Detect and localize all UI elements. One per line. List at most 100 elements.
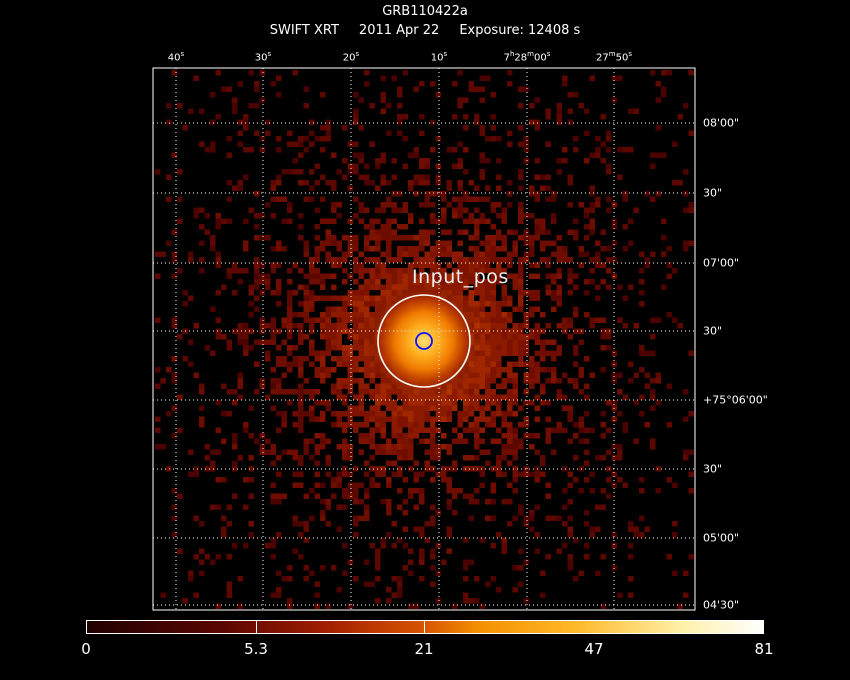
photon-pixel xyxy=(589,152,595,158)
photon-pixel xyxy=(441,471,447,477)
photon-pixel xyxy=(617,284,623,290)
photon-pixel xyxy=(529,356,535,362)
photon-pixel xyxy=(155,273,161,279)
photon-pixel xyxy=(430,81,436,87)
photon-pixel xyxy=(380,543,386,549)
photon-pixel xyxy=(364,350,370,356)
photon-pixel xyxy=(683,449,689,455)
photon-pixel xyxy=(529,273,535,279)
photon-pixel xyxy=(287,279,293,285)
photon-pixel xyxy=(496,328,502,334)
photon-pixel xyxy=(364,416,370,422)
photon-pixel xyxy=(644,257,650,263)
photon-pixel xyxy=(342,504,348,510)
photon-pixel xyxy=(320,482,326,488)
photon-pixel xyxy=(375,240,381,246)
photon-pixel xyxy=(331,240,337,246)
photon-pixel xyxy=(573,422,579,428)
photon-pixel xyxy=(666,246,672,252)
photon-pixel xyxy=(347,422,353,428)
photon-pixel xyxy=(479,323,485,329)
photon-pixel xyxy=(518,405,524,411)
photon-pixel xyxy=(529,510,535,516)
photon-pixel xyxy=(397,427,403,433)
photon-pixel xyxy=(419,554,425,560)
photon-pixel xyxy=(177,268,183,274)
photon-pixel xyxy=(485,246,491,252)
photon-pixel xyxy=(441,246,447,252)
photon-pixel xyxy=(419,438,425,444)
photon-pixel xyxy=(276,471,282,477)
photon-pixel xyxy=(210,504,216,510)
photon-pixel xyxy=(402,394,408,400)
photon-pixel xyxy=(402,136,408,142)
photon-pixel xyxy=(386,240,392,246)
photon-pixel xyxy=(204,147,210,153)
photon-pixel xyxy=(408,416,414,422)
photon-pixel xyxy=(325,455,331,461)
photon-pixel xyxy=(463,576,469,582)
photon-pixel xyxy=(463,394,469,400)
photon-pixel xyxy=(600,114,606,120)
photon-pixel xyxy=(567,482,573,488)
photon-pixel xyxy=(298,334,304,340)
photon-pixel xyxy=(534,394,540,400)
photon-pixel xyxy=(485,185,491,191)
photon-pixel xyxy=(490,394,496,400)
photon-pixel xyxy=(446,284,452,290)
photon-pixel xyxy=(485,581,491,587)
photon-pixel xyxy=(375,284,381,290)
photon-pixel xyxy=(567,565,573,571)
photon-pixel xyxy=(529,444,535,450)
photon-pixel xyxy=(353,246,359,252)
photon-pixel xyxy=(254,213,260,219)
photon-pixel xyxy=(155,367,161,373)
photon-pixel xyxy=(358,306,364,312)
photon-pixel xyxy=(435,455,441,461)
photon-pixel xyxy=(281,416,287,422)
photon-pixel xyxy=(309,438,315,444)
photon-pixel xyxy=(622,224,628,230)
photon-pixel xyxy=(479,301,485,307)
photon-pixel xyxy=(518,295,524,301)
photon-pixel xyxy=(468,257,474,263)
photon-pixel xyxy=(490,251,496,257)
photon-pixel xyxy=(501,312,507,318)
photon-pixel xyxy=(545,427,551,433)
photon-pixel xyxy=(512,427,518,433)
photon-pixel xyxy=(375,279,381,285)
photon-pixel xyxy=(666,422,672,428)
photon-pixel xyxy=(474,444,480,450)
photon-pixel xyxy=(424,411,430,417)
photon-pixel xyxy=(320,240,326,246)
photon-pixel xyxy=(534,218,540,224)
photon-pixel xyxy=(320,499,326,505)
photon-pixel xyxy=(628,361,634,367)
photon-pixel xyxy=(567,405,573,411)
photon-pixel xyxy=(523,422,529,428)
photon-pixel xyxy=(496,405,502,411)
photon-pixel xyxy=(551,378,557,384)
photon-pixel xyxy=(259,383,265,389)
photon-pixel xyxy=(391,543,397,549)
dec-tick-label: +75°06'00" xyxy=(703,393,768,407)
photon-pixel xyxy=(358,400,364,406)
photon-pixel xyxy=(479,86,485,92)
photon-pixel xyxy=(391,389,397,395)
photon-pixel xyxy=(408,273,414,279)
photon-pixel xyxy=(474,268,480,274)
photon-pixel xyxy=(243,114,249,120)
photon-pixel xyxy=(226,345,232,351)
photon-pixel xyxy=(248,301,254,307)
photon-pixel xyxy=(314,449,320,455)
photon-pixel xyxy=(408,262,414,268)
photon-pixel xyxy=(650,251,656,257)
photon-pixel xyxy=(171,317,177,323)
photon-pixel xyxy=(562,158,568,164)
photon-pixel xyxy=(386,218,392,224)
photon-pixel xyxy=(677,114,683,120)
photon-pixel xyxy=(270,378,276,384)
dec-tick-label: 04'30" xyxy=(703,598,740,612)
photon-pixel xyxy=(397,246,403,252)
colorbar-tick-label: 47 xyxy=(584,640,604,658)
